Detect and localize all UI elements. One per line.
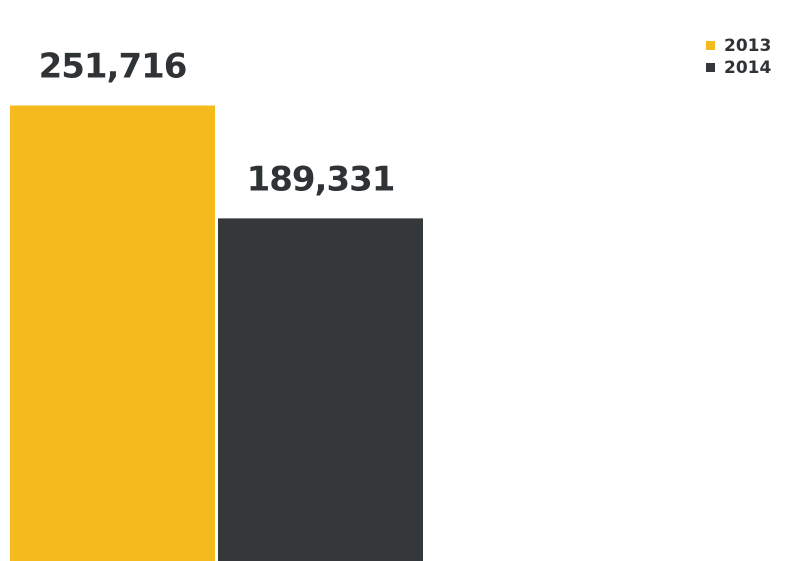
legend-swatch-2014 — [706, 63, 715, 72]
legend-swatch-2013 — [706, 41, 715, 50]
value-label-2014: 189,331 — [247, 159, 395, 199]
bar-2013 — [10, 105, 215, 561]
value-label-2013: 251,716 — [39, 46, 187, 86]
bar-2014 — [218, 218, 423, 561]
legend-label-2013: 2013 — [724, 36, 771, 56]
value-labels-group: 251,716 189,331 — [39, 46, 396, 199]
legend-label-2014: 2014 — [724, 58, 771, 78]
bars-group — [10, 105, 423, 561]
